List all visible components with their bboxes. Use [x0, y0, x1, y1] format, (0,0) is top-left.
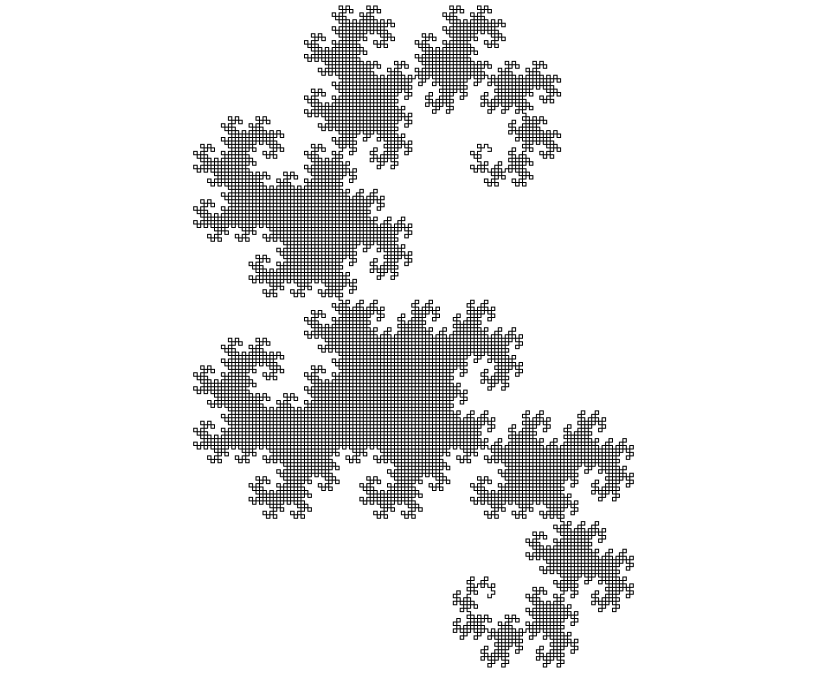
- dragon-curve-path: [193, 5, 634, 668]
